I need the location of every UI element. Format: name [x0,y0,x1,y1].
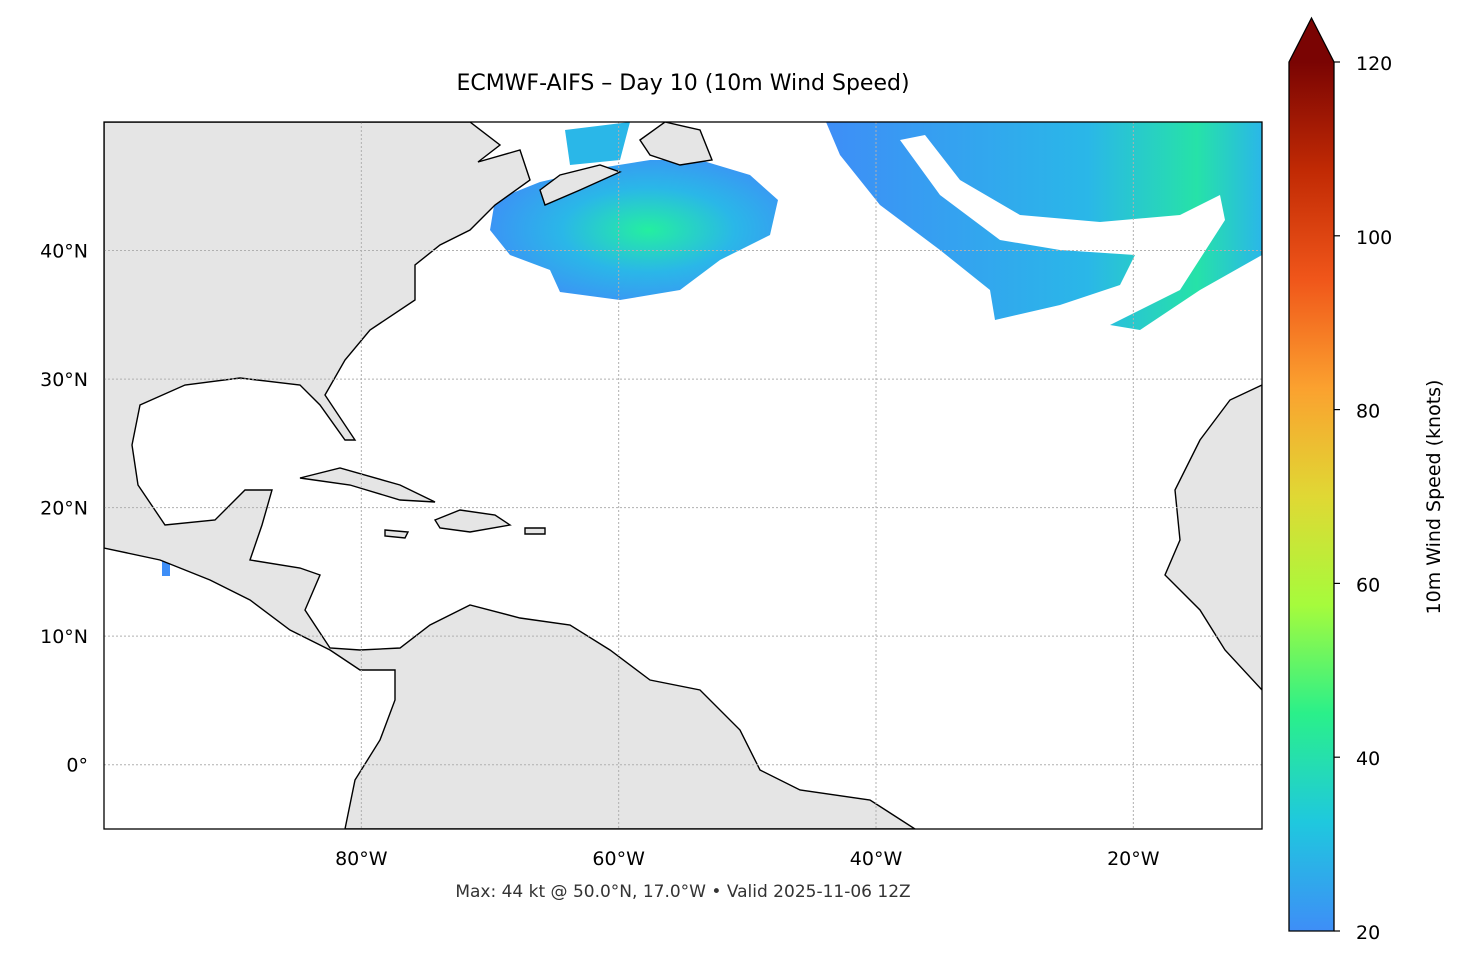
americas [104,122,917,829]
colorbar-tick-label: 80 [1356,401,1380,423]
map [104,122,1262,829]
colorbar-tick-label: 120 [1356,53,1392,75]
jamaica [384,529,410,539]
wind-swath [826,122,1262,330]
map-ticks: 80°W 60°W 40°W 20°W 0° 10°N 20°N 30°N 40°N [40,241,1160,870]
colorbar-tick-label: 100 [1356,227,1392,249]
x-tick-label: 40°W [850,848,903,870]
colorbar-gradient [1289,62,1334,931]
colorbar-tick-label: 20 [1356,922,1380,944]
y-tick-label: 20°N [40,498,88,520]
wind-swath [565,122,630,165]
colorbar-label: 10m Wind Speed (knots) [1423,380,1445,615]
colorbar-extend [1289,18,1334,62]
colorbar-tick-label: 40 [1356,748,1380,770]
land [104,122,1262,829]
africa [1164,384,1262,692]
puerto-rico [524,527,546,535]
x-tick-label: 60°W [592,848,645,870]
title: ECMWF-AIFS – Day 10 (10m Wind Speed) [456,71,909,96]
gridlines [104,122,1262,829]
wind-swath [162,560,170,576]
map-frame [103,121,1263,830]
x-tick-label: 20°W [1107,848,1160,870]
footer: Max: 44 kt @ 50.0°N, 17.0°W • Valid 2025… [455,882,910,902]
y-tick-label: 10°N [40,626,88,648]
y-tick-label: 30°N [40,369,88,391]
newfoundland [639,122,713,166]
colorbar-tick-label: 60 [1356,574,1380,596]
colorbar: 10m Wind Speed (knots) 20 40 60 80 100 120 [1288,16,1445,944]
x-tick-label: 80°W [335,848,388,870]
y-tick-label: 0° [66,755,88,777]
y-tick-label: 40°N [40,241,88,263]
colorbar-frame [1288,16,1335,932]
cuba [299,467,436,503]
nova-scotia [539,164,622,206]
hispaniola [433,509,512,533]
